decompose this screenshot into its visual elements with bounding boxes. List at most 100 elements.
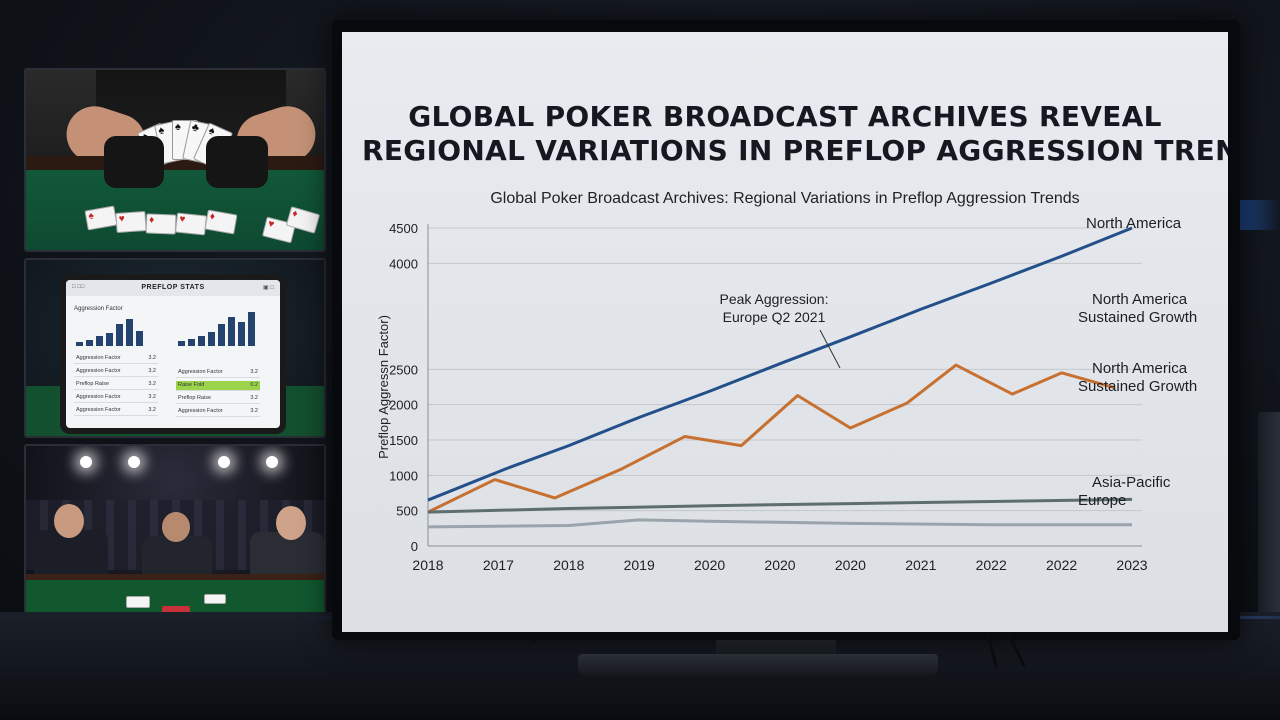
studio-light-strip: [1236, 200, 1280, 230]
stage-light-icon: [266, 456, 278, 468]
tablet-section-label: Aggression Factor: [74, 306, 123, 312]
x-tick-label: 2018: [553, 557, 584, 573]
stats-row: Aggression Factor 3.2: [176, 407, 260, 417]
x-tick-label: 2020: [764, 557, 795, 573]
series-label: North America: [1092, 360, 1188, 377]
tablet-header-icons-right: ▣ □: [263, 285, 274, 291]
line-chart: 0 500 1000 1500 2000 2500 4000 4500 2018 2017 2018…: [376, 215, 1197, 573]
stats-row-label: Aggression Factor: [178, 408, 223, 414]
stats-row: Preflop Raise 3.2: [176, 394, 260, 404]
x-tick-label: 2022: [976, 557, 1007, 573]
series-line: [427, 518, 1132, 529]
stats-row: Aggression Factor 3.2: [176, 368, 260, 378]
mini-bar: [76, 342, 83, 346]
stats-row: Aggression Factor 3.2: [74, 354, 158, 364]
x-tick-label: 2017: [483, 557, 514, 573]
monitor-screen: GLOBAL POKER BROADCAST ARCHIVES REVEAL R…: [342, 32, 1228, 632]
stats-row-value: 3.2: [148, 355, 156, 361]
stats-row-value: 3.2: [148, 407, 156, 413]
y-tick-label: 4500: [389, 221, 418, 236]
annotation-text: Peak Aggression:: [720, 291, 829, 307]
playing-card-icon: ♥: [175, 212, 207, 236]
mini-bar: [188, 339, 195, 346]
stats-row-label: Preflop Raise: [76, 381, 110, 387]
annotation-leader-line: [819, 329, 841, 369]
monitor-stand-base: [578, 654, 938, 676]
stage-light-icon: [80, 456, 92, 468]
mini-bar: [218, 324, 225, 346]
stats-row: Aggression Factor 3.2: [74, 406, 158, 416]
annotation-text: Europe Q2 2021: [723, 309, 826, 325]
headline-line-1: GLOBAL POKER BROADCAST ARCHIVES REVEAL: [408, 100, 1162, 133]
series-label: Sustained Growth: [1078, 378, 1197, 395]
mini-bar: [96, 336, 103, 346]
stats-row-value: 3.2: [250, 369, 258, 375]
stats-row: Raise Fold 0.2: [176, 381, 260, 391]
playing-card-icon: [126, 596, 150, 608]
y-tick-label: 2500: [389, 362, 418, 377]
stage-light-icon: [218, 456, 230, 468]
tablet-screen: □ □□ PREFLOP STATS ▣ □ Aggression Factor…: [66, 280, 280, 428]
mini-bar: [86, 340, 93, 346]
series-label: Europe: [1078, 492, 1126, 509]
stats-row-label: Aggression Factor: [178, 369, 223, 375]
y-tick-label: 4000: [389, 256, 418, 271]
mini-bar: [248, 312, 255, 346]
stats-row-label: Preflop Raise: [178, 395, 212, 401]
commentator-center-head: [162, 512, 190, 542]
x-tick-label: 2018: [412, 557, 443, 573]
stats-row-label: Aggression Factor: [76, 355, 121, 361]
x-tick-label: 2022: [1046, 557, 1077, 573]
tablet-header-icons-left: □ □□: [72, 284, 85, 290]
series-label: North America: [1086, 215, 1182, 232]
stage-light-icon: [128, 456, 140, 468]
mini-bar: [198, 336, 205, 346]
stats-row: Aggression Factor 3.2: [74, 393, 158, 403]
x-tick-label: 2020: [835, 557, 866, 573]
stats-row: Preflop Raise 3.2: [74, 380, 158, 390]
x-tick-label: 2021: [905, 557, 936, 573]
stats-row-label: Aggression Factor: [76, 407, 121, 413]
video-panel-hands: ♠ ♠ ♠ ♣ ♠ ♠ ♥ ♦ ♥ ♦ ♥ ♦: [24, 68, 326, 252]
commentator-right-head: [276, 506, 306, 540]
series-label: Sustained Growth: [1078, 309, 1197, 326]
mini-bar: [136, 331, 143, 346]
mini-bar: [126, 319, 133, 346]
series-line: [427, 497, 1133, 514]
tablet-header: □ □□ PREFLOP STATS ▣ □: [66, 280, 280, 296]
series-line: [427, 226, 1133, 502]
mini-bar: [208, 332, 215, 346]
y-axis-label: Preflop Aggressn Factor): [376, 315, 391, 459]
y-tick-label: 1000: [389, 468, 418, 483]
y-tick-label: 2000: [389, 398, 418, 413]
playing-card-icon: ♥: [115, 210, 147, 234]
x-tick-label: 2023: [1116, 557, 1147, 573]
stats-row-value: 0.2: [250, 382, 258, 388]
playing-card-icon: ♦: [145, 213, 177, 235]
tablet-header-title: PREFLOP STATS: [141, 284, 205, 291]
mini-bar: [178, 341, 185, 346]
stats-row-value: 3.2: [148, 381, 156, 387]
series-label: Asia-Pacific: [1092, 474, 1171, 491]
stats-row-value: 3.2: [148, 394, 156, 400]
mini-bar: [116, 324, 123, 346]
y-tick-label: 1500: [389, 433, 418, 448]
stats-row-label: Aggression Factor: [76, 394, 121, 400]
stats-row-value: 3.2: [250, 395, 258, 401]
chart-title: Global Poker Broadcast Archives: Regiona…: [490, 190, 1080, 207]
video-panel-tablet: □ □□ PREFLOP STATS ▣ □ Aggression Factor…: [24, 258, 326, 438]
playing-card-icon: [204, 594, 226, 604]
commentator-left-head: [54, 504, 84, 538]
glove-left: [104, 136, 164, 188]
tablet-device: □ □□ PREFLOP STATS ▣ □ Aggression Factor…: [60, 274, 286, 434]
glove-right: [206, 136, 268, 188]
stats-row-label: Aggression Factor: [76, 368, 121, 374]
mini-bar: [238, 322, 245, 346]
x-tick-label: 2020: [694, 557, 725, 573]
mini-bar: [106, 333, 113, 346]
y-tick-label: 500: [396, 504, 418, 519]
video-panel-commentators: [24, 444, 326, 620]
stats-row-value: 3.2: [148, 368, 156, 374]
series-line: [427, 363, 1115, 514]
x-tick-label: 2019: [624, 557, 655, 573]
